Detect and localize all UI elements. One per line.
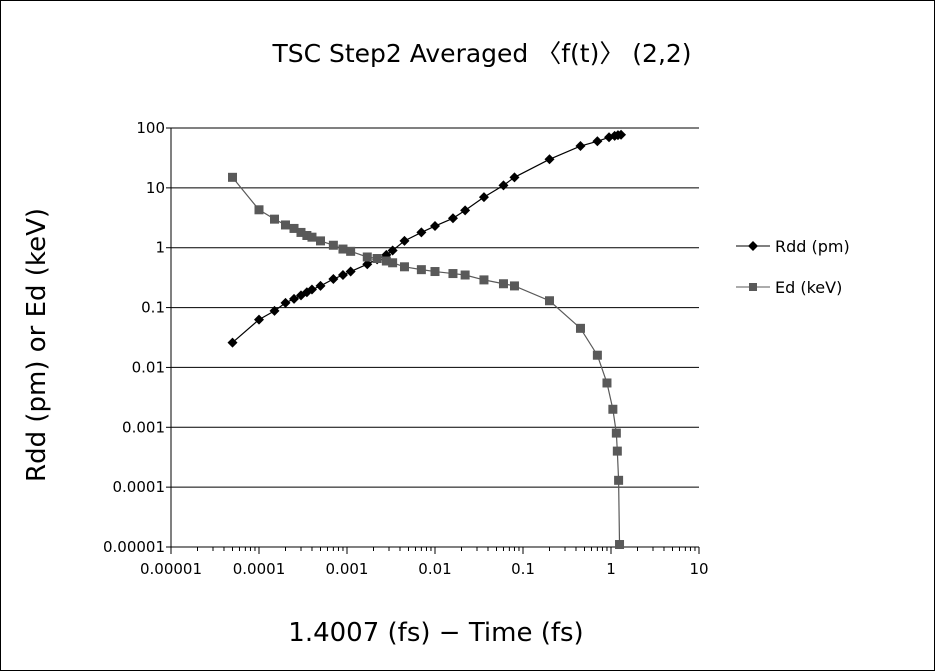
ed-point <box>612 446 622 456</box>
ed-point <box>602 378 612 388</box>
rdd-point <box>269 305 280 316</box>
ed-point <box>316 236 326 246</box>
x-tick-label: 0.001 <box>326 560 369 578</box>
rdd-point <box>478 192 489 203</box>
ed-point <box>575 323 585 333</box>
series-lines <box>232 134 622 545</box>
rdd-point <box>306 284 317 295</box>
rdd-point <box>337 270 348 281</box>
rdd-point <box>328 274 339 285</box>
ed-point <box>498 279 508 289</box>
rdd-point <box>280 297 291 308</box>
x-axis-label: 1.4007 (fs) − Time (fs) <box>288 618 583 648</box>
x-tick-label: 0.00001 <box>140 560 202 578</box>
ed-point <box>399 262 409 272</box>
y-tick-label: 1 <box>155 239 165 257</box>
rdd-point <box>544 154 555 165</box>
x-tick-label: 0.01 <box>418 560 451 578</box>
y-tick-labels: 0.00001 0.0001 0.001 0.01 0.1 1 10 100 <box>103 119 165 556</box>
ed-point <box>430 267 440 277</box>
ed-point <box>289 223 299 233</box>
rdd-point <box>289 293 300 304</box>
y-tick-label: 0.0001 <box>113 478 166 496</box>
ed-point <box>509 281 519 291</box>
ed-point <box>254 205 264 215</box>
ed-point <box>416 265 426 275</box>
legend-label-rdd: Rdd (pm) <box>775 237 850 256</box>
rdd-point <box>227 337 238 348</box>
y-tick-label: 0.01 <box>132 358 165 376</box>
ed-point <box>269 214 279 224</box>
ed-point <box>346 246 356 256</box>
rdd-point <box>616 129 627 140</box>
rdd-point <box>592 136 603 147</box>
ed-point <box>381 256 391 266</box>
legend-marker-ed <box>749 283 757 291</box>
rdd-point <box>387 245 398 256</box>
grid <box>171 127 699 488</box>
legend-marker-rdd <box>748 241 758 251</box>
ed-point <box>388 258 398 268</box>
rdd-point <box>447 213 458 224</box>
ed-point <box>592 350 602 360</box>
ed-point <box>479 275 489 285</box>
ed-point <box>614 475 624 485</box>
x-tick-label: 10 <box>689 560 708 578</box>
rdd-point <box>315 280 326 291</box>
ed-point <box>611 428 621 438</box>
ed-point <box>338 244 348 254</box>
ed-point <box>307 232 317 242</box>
rdd-point <box>254 314 264 325</box>
y-tick-label: 10 <box>146 179 165 197</box>
ed-point <box>302 230 312 240</box>
ed-point <box>362 252 372 262</box>
rdd-point <box>416 227 427 238</box>
rdd-point <box>345 266 356 277</box>
rdd-point <box>509 172 520 183</box>
rdd-point <box>399 235 410 246</box>
ed-point <box>296 227 306 237</box>
chart-title: TSC Step2 Averaged 〈f(t)〉 (2,2) <box>271 39 691 68</box>
y-axis-label: Rdd (pm) or Ed (keV) <box>22 208 52 482</box>
ed-point <box>228 172 238 182</box>
y-tick-label: 0.1 <box>141 299 165 317</box>
x-tick-label: 0.0001 <box>233 560 286 578</box>
legend-label-ed: Ed (keV) <box>775 278 842 297</box>
rdd-point <box>498 180 509 191</box>
x-tick-label: 1 <box>606 560 616 578</box>
ed-point <box>460 270 470 280</box>
y-tick-label: 0.001 <box>122 418 165 436</box>
y-tick-label: 100 <box>136 119 165 137</box>
x-tick-label: 0.1 <box>511 560 535 578</box>
ed-point <box>544 296 554 306</box>
ed-point <box>372 254 382 264</box>
ed-point <box>608 404 618 414</box>
series-line-rdd <box>232 134 622 344</box>
axes <box>166 127 700 554</box>
ed-point <box>615 540 625 550</box>
rdd-point <box>460 205 471 216</box>
rdd-point <box>575 141 586 152</box>
ed-point <box>328 240 338 250</box>
x-tick-labels: 0.00001 0.0001 0.001 0.01 0.1 1 10 <box>140 560 709 578</box>
legend: Rdd (pm) Ed (keV) <box>736 237 850 297</box>
ed-point <box>448 269 458 279</box>
rdd-point <box>362 259 373 270</box>
rdd-point <box>430 221 440 232</box>
series-markers <box>227 129 627 550</box>
y-tick-label: 0.00001 <box>103 538 165 556</box>
ed-point <box>280 220 290 230</box>
